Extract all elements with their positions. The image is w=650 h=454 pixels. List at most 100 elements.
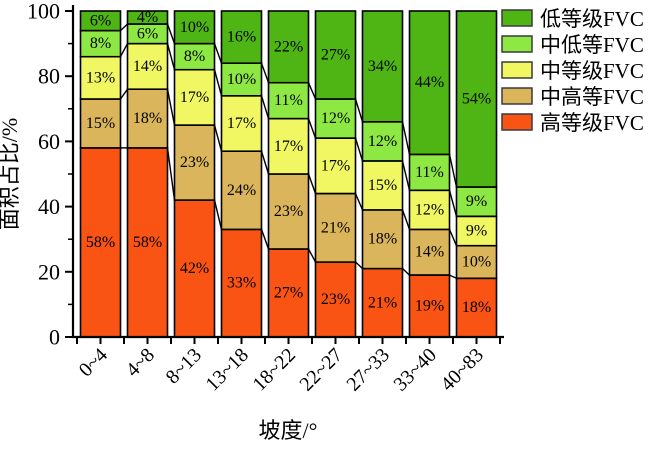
connector-line: [166, 89, 176, 126]
connector-line: [213, 43, 223, 64]
segment-value-label: 27%: [274, 285, 303, 302]
segment-value-label: 10%: [462, 254, 491, 271]
x-axis-tick-label: 22~27: [296, 344, 347, 395]
bar-segment: [79, 147, 122, 338]
segment-value-label: 13%: [86, 69, 115, 86]
bar-segment: [361, 10, 404, 123]
legend-label: 中低等FVC: [540, 33, 644, 57]
x-axis-tick-label: 18~22: [249, 344, 300, 395]
segment-value-label: 23%: [180, 154, 209, 171]
segment-value-label: 8%: [90, 35, 111, 52]
segment-value-label: 11%: [274, 92, 303, 109]
y-axis-tick-label: 40: [38, 194, 60, 219]
segment-value-label: 10%: [180, 19, 209, 36]
segment-value-label: 44%: [415, 74, 444, 91]
segment-value-label: 17%: [180, 89, 209, 106]
bar-segment: [173, 10, 216, 45]
connector-line: [119, 43, 129, 57]
bar-segment: [79, 98, 122, 149]
segment-value-label: 17%: [227, 115, 256, 132]
bar-40~83: 18% 10% 9% 9% 54%: [455, 10, 498, 338]
connector-line: [448, 229, 458, 246]
connector-line: [448, 190, 458, 217]
segment-value-label: 58%: [86, 234, 115, 251]
connector-line: [120, 23, 128, 32]
connector-line: [260, 62, 270, 83]
legend-label: 低等级FVC: [540, 7, 644, 31]
legend-item: 低等级FVC: [501, 7, 644, 31]
segment-value-label: 8%: [184, 48, 205, 65]
bar-27~33: 21% 18% 15% 12% 34%: [361, 10, 404, 338]
bar-segment: [314, 137, 357, 195]
segment-value-label: 12%: [368, 133, 397, 150]
x-axis-tick-label: 4~8: [122, 344, 159, 381]
bar-segment: [220, 150, 263, 231]
legend-item: 中低等FVC: [501, 33, 644, 57]
segment-value-label: 17%: [321, 157, 350, 174]
segment-value-label: 14%: [415, 244, 444, 261]
legend-swatch: [501, 87, 533, 105]
segment-value-label: 58%: [133, 234, 162, 251]
bar-segment: [267, 117, 310, 175]
connector-line: [449, 274, 457, 279]
legend-swatch: [501, 35, 533, 53]
segment-value-label: 19%: [415, 298, 444, 315]
segment-value-label: 18%: [462, 299, 491, 316]
bar-segment: [173, 199, 216, 338]
bars-layer: 58%15%13%8%6%58%18%14%6%4%42%23%17%8%10%…: [79, 9, 498, 338]
bar-segment: [126, 88, 169, 149]
segment-value-label: 23%: [274, 203, 303, 220]
bar-segment: [455, 10, 498, 188]
segment-value-label: 27%: [321, 47, 350, 64]
connector-line: [166, 147, 176, 201]
bar-segment: [79, 10, 122, 32]
bar-segment: [267, 10, 310, 84]
connector-line: [355, 261, 363, 270]
connector-line: [307, 248, 317, 263]
connector-line: [166, 43, 176, 70]
bar-segment: [126, 10, 169, 25]
y-axis-tick-label: 60: [38, 129, 60, 154]
bar-segment: [267, 173, 310, 250]
legend-item: 中高等FVC: [501, 85, 644, 109]
legend-item: 中等级FVC: [501, 59, 644, 83]
bar-segment: [173, 124, 216, 201]
connector-line: [307, 118, 317, 139]
x-axis-tick-label: 0~4: [75, 344, 112, 381]
bar-segment: [408, 10, 451, 156]
connector-line: [307, 82, 317, 100]
segment-value-label: 14%: [133, 58, 162, 75]
segment-value-label: 15%: [368, 177, 397, 194]
segment-value-label: 24%: [227, 182, 256, 199]
segment-value-label: 12%: [415, 201, 444, 218]
bar-segment: [220, 95, 263, 153]
connector-line: [260, 229, 270, 250]
bar-segment: [267, 81, 310, 120]
bar-segment: [267, 248, 310, 338]
segment-value-label: 9%: [466, 193, 487, 210]
bar-segment: [173, 68, 216, 126]
connector-layer: [119, 23, 458, 279]
segment-value-label: 4%: [137, 9, 158, 26]
bar-segment: [408, 189, 451, 231]
segment-value-label: 6%: [137, 25, 158, 42]
connector-line: [448, 154, 458, 188]
segment-value-label: 22%: [274, 38, 303, 55]
segment-value-label: 21%: [321, 219, 350, 236]
bar-segment: [408, 274, 451, 338]
segment-value-label: 54%: [462, 91, 491, 108]
segment-value-label: 11%: [415, 164, 444, 181]
connector-line: [401, 209, 411, 230]
bar-segment: [361, 209, 404, 270]
bar-segment: [361, 121, 404, 162]
bar-0~4: 58% 15% 13% 8% 6%: [79, 10, 122, 338]
connector-line: [119, 88, 129, 100]
segment-value-label: 9%: [466, 223, 487, 240]
bar-segment: [408, 228, 451, 276]
legend-swatch: [501, 9, 533, 27]
connector-line: [213, 69, 223, 96]
y-axis-tick-label: 80: [38, 64, 60, 89]
x-axis-tick-label: 33~40: [390, 344, 441, 395]
connector-line: [307, 173, 317, 194]
